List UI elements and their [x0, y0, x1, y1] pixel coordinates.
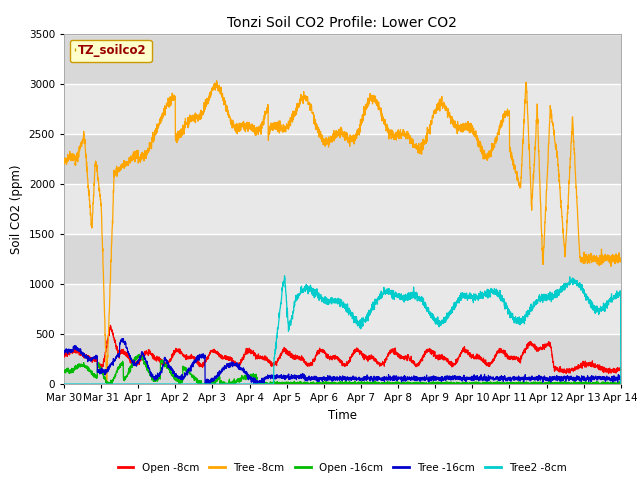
- Bar: [64, 34, 621, 84]
- Open -8cm: [298, 358, 306, 363]
- Tree -16cm: [606, 376, 614, 382]
- Tree -8cm: [617, 256, 625, 262]
- Open -16cm: [606, 381, 614, 386]
- Bar: [64, 284, 621, 334]
- Tree -16cm: [617, 375, 625, 381]
- Bar: [64, 234, 621, 284]
- Open -16cm: [274, 381, 282, 387]
- Tree -16cm: [119, 336, 127, 342]
- Tree -16cm: [60, 352, 68, 358]
- Line: Tree2 -8cm: Tree2 -8cm: [64, 276, 621, 384]
- Tree -8cm: [103, 381, 111, 387]
- Tree2 -8cm: [617, 381, 625, 387]
- Tree2 -8cm: [281, 273, 289, 279]
- Open -8cm: [124, 352, 132, 358]
- Tree -16cm: [547, 377, 554, 383]
- Open -16cm: [60, 370, 68, 375]
- Tree -16cm: [206, 381, 214, 387]
- X-axis label: Time: Time: [328, 408, 357, 421]
- Tree -8cm: [298, 94, 306, 100]
- Open -16cm: [298, 381, 306, 387]
- Open -16cm: [617, 381, 625, 386]
- Line: Tree -8cm: Tree -8cm: [64, 81, 621, 384]
- Tree -16cm: [124, 349, 132, 355]
- Line: Open -8cm: Open -8cm: [64, 325, 621, 373]
- Tree2 -8cm: [546, 291, 554, 297]
- Tree -8cm: [124, 161, 132, 167]
- Tree -8cm: [606, 254, 614, 260]
- Open -8cm: [157, 361, 164, 367]
- Bar: [64, 334, 621, 384]
- Bar: [64, 134, 621, 184]
- Tree -8cm: [274, 125, 282, 131]
- Open -16cm: [104, 381, 111, 387]
- Open -8cm: [606, 368, 614, 374]
- Tree2 -8cm: [60, 381, 68, 387]
- Tree -16cm: [298, 373, 306, 379]
- Tree -16cm: [157, 369, 164, 374]
- Line: Tree -16cm: Tree -16cm: [64, 339, 621, 384]
- Legend: Open -8cm, Tree -8cm, Open -16cm, Tree -16cm, Tree2 -8cm: Open -8cm, Tree -8cm, Open -16cm, Tree -…: [113, 458, 572, 477]
- Open -8cm: [617, 367, 625, 373]
- Open -8cm: [274, 356, 282, 362]
- Open -8cm: [546, 340, 554, 346]
- Tree2 -8cm: [124, 381, 131, 387]
- Title: Tonzi Soil CO2 Profile: Lower CO2: Tonzi Soil CO2 Profile: Lower CO2: [227, 16, 458, 30]
- Tree2 -8cm: [298, 286, 306, 292]
- Line: Open -16cm: Open -16cm: [64, 354, 621, 384]
- Bar: [64, 84, 621, 134]
- Tree -16cm: [274, 375, 282, 381]
- Tree -8cm: [212, 78, 220, 84]
- Tree2 -8cm: [157, 381, 164, 387]
- Open -8cm: [107, 323, 115, 328]
- Open -16cm: [547, 380, 554, 386]
- Tree -8cm: [157, 115, 164, 120]
- Tree -8cm: [547, 103, 554, 108]
- Tree2 -8cm: [606, 299, 614, 305]
- Open -16cm: [157, 359, 164, 364]
- Y-axis label: Soil CO2 (ppm): Soil CO2 (ppm): [10, 164, 23, 253]
- Bar: [64, 184, 621, 234]
- Open -8cm: [563, 371, 570, 376]
- Tree -8cm: [60, 160, 68, 166]
- Open -16cm: [135, 351, 143, 357]
- Open -8cm: [60, 354, 68, 360]
- Open -16cm: [124, 372, 132, 377]
- Tree2 -8cm: [274, 325, 282, 331]
